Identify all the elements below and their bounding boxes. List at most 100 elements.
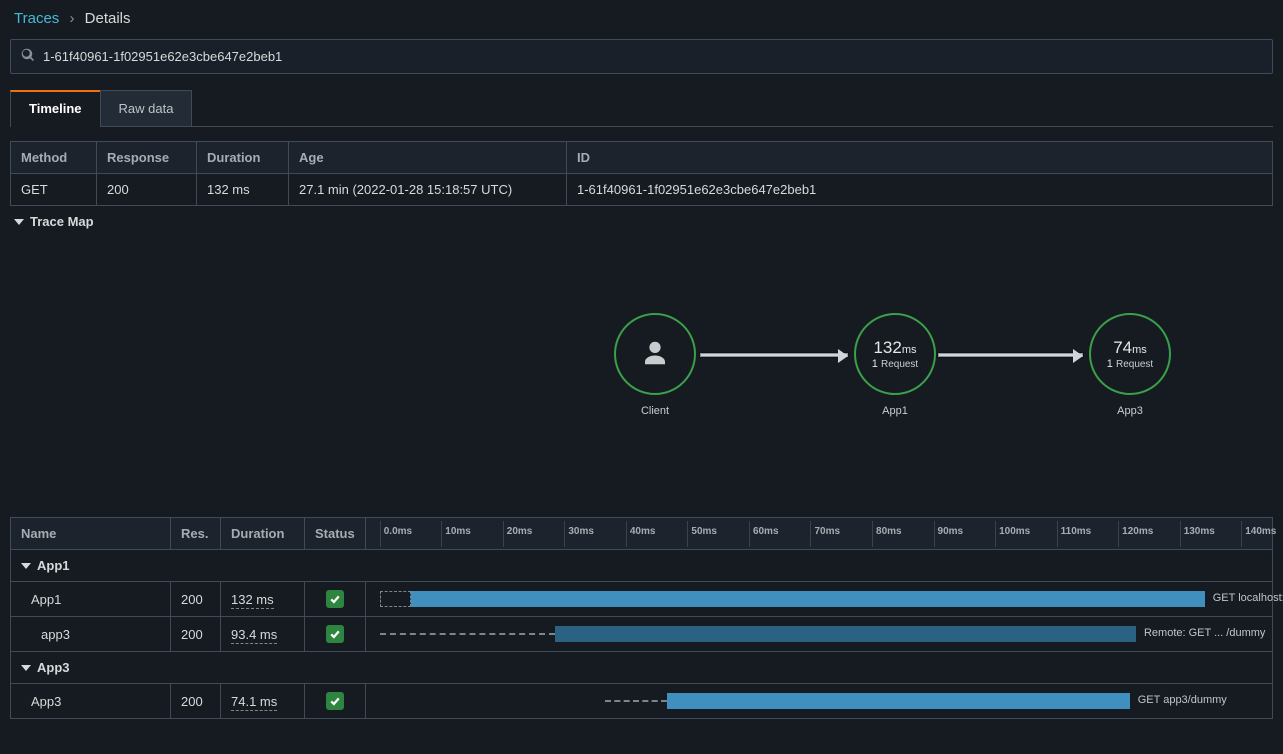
summary-header-id: ID [567,142,1273,174]
timeline-group-name: App3 [37,660,70,675]
caret-down-icon [21,665,31,671]
ruler-tick-label: 140ms [1245,526,1276,537]
row-status [305,684,366,719]
row-res: 200 [171,617,221,652]
trace-map[interactable]: Client 132ms 1 Request App1 74ms 1 Reque… [10,237,1273,517]
row-status [305,617,366,652]
summary-duration: 132 ms [197,174,289,206]
ruler-tick: 40ms [626,521,627,547]
trace-edge-app1-app3 [938,353,1083,357]
timeline-group-row[interactable]: App3 [11,652,1273,684]
tl-header-duration: Duration [221,518,305,550]
tl-header-chart: 0.0ms 10ms 20ms 30ms 40ms 50ms 60ms 70ms 80ms 90m… [365,518,1272,550]
timeline-group-row[interactable]: App1 [11,550,1273,582]
tl-header-status: Status [305,518,366,550]
app3-latency: 74 [1113,338,1132,357]
row-chart: GET app3/dummy [365,684,1272,719]
ruler-tick-label: 130ms [1184,526,1215,537]
row-duration: 74.1 ms [221,684,305,719]
trace-node-app3-label: App3 [1085,405,1175,417]
ruler-tick-label: 80ms [876,526,902,537]
ruler-tick: 120ms [1118,521,1119,547]
tabs: Timeline Raw data [10,90,1273,127]
summary-age: 27.1 min (2022-01-28 15:18:57 UTC) [289,174,567,206]
trace-map-title: Trace Map [30,214,94,229]
user-icon [640,338,670,371]
caret-down-icon [21,563,31,569]
ruler-tick: 0.0ms [380,521,381,547]
timeline-table: Name Res. Duration Status 0.0ms10ms20ms3… [10,517,1273,719]
ruler-tick: 70ms [810,521,811,547]
segment-bar[interactable] [411,591,1205,607]
ruler-tick-label: 50ms [691,526,717,537]
row-status [305,582,366,617]
ruler-tick-label: 30ms [568,526,594,537]
caret-down-icon [14,219,24,225]
trace-node-client[interactable]: Client [610,313,700,417]
app3-latency-unit: ms [1132,344,1147,356]
trace-edge-client-app1 [700,353,848,357]
summary-header-duration: Duration [197,142,289,174]
ruler-tick: 130ms [1180,521,1181,547]
status-ok-icon [326,625,344,643]
row-name: app3 [11,617,171,652]
segment-label: GET localhost:5000/http [1213,592,1283,604]
trace-node-app3[interactable]: 74ms 1 Request App3 [1085,313,1175,417]
row-res: 200 [171,582,221,617]
timeline-row[interactable]: App1 200 132 ms GET localhost:5000/http [11,582,1273,617]
app3-count: 1 [1107,358,1113,370]
summary-id: 1-61f40961-1f02951e62e3cbe647e2beb1 [567,174,1273,206]
summary-response: 200 [97,174,197,206]
segment-bar[interactable] [667,693,1130,709]
status-ok-icon [326,692,344,710]
ruler-tick: 10ms [441,521,442,547]
search-icon [21,48,35,65]
ruler-tick: 110ms [1057,521,1058,547]
segment-dash-box [380,591,411,607]
ruler-tick: 30ms [564,521,565,547]
ruler-tick-label: 70ms [814,526,840,537]
summary-method: GET [11,174,97,206]
ruler-tick: 90ms [934,521,935,547]
breadcrumb-root[interactable]: Traces [14,10,59,27]
ruler-tick: 20ms [503,521,504,547]
row-chart: GET localhost:5000/http [365,582,1272,617]
tab-timeline[interactable]: Timeline [10,90,101,127]
ruler-tick-label: 40ms [630,526,656,537]
ruler-tick-label: 0.0ms [384,526,412,537]
search-bar[interactable] [10,39,1273,74]
ruler-tick-label: 60ms [753,526,779,537]
trace-node-app1[interactable]: 132ms 1 Request App1 [850,313,940,417]
ruler-tick: 80ms [872,521,873,547]
trace-map-toggle[interactable]: Trace Map [10,206,1273,237]
status-ok-icon [326,590,344,608]
row-res: 200 [171,684,221,719]
breadcrumb: Traces › Details [10,8,1273,39]
ruler-tick-label: 20ms [507,526,533,537]
app1-latency: 132 [873,338,901,357]
row-duration: 132 ms [221,582,305,617]
summary-header-response: Response [97,142,197,174]
app3-count-label: Request [1116,359,1153,370]
segment-label: Remote: GET ... /dummy [1144,627,1265,639]
tab-raw-data[interactable]: Raw data [100,90,193,126]
segment-bar[interactable] [555,626,1136,642]
ruler-tick: 100ms [995,521,996,547]
breadcrumb-separator: › [63,10,80,27]
summary-header-age: Age [289,142,567,174]
timeline-group-name: App1 [37,558,70,573]
timeline-row[interactable]: App3 200 74.1 ms GET app3/dummy [11,684,1273,719]
ruler-tick-label: 90ms [938,526,964,537]
timeline-row[interactable]: app3 200 93.4 ms Remote: GET ... /dummy [11,617,1273,652]
row-chart: Remote: GET ... /dummy [365,617,1272,652]
ruler-tick-label: 10ms [445,526,471,537]
segment-dash-line [605,700,668,702]
search-input[interactable] [43,49,1262,64]
app1-count-label: Request [881,359,918,370]
trace-node-client-label: Client [610,405,700,417]
row-name: App3 [11,684,171,719]
trace-node-app1-label: App1 [850,405,940,417]
segment-label: GET app3/dummy [1138,694,1227,706]
summary-header-method: Method [11,142,97,174]
app1-count: 1 [872,358,878,370]
